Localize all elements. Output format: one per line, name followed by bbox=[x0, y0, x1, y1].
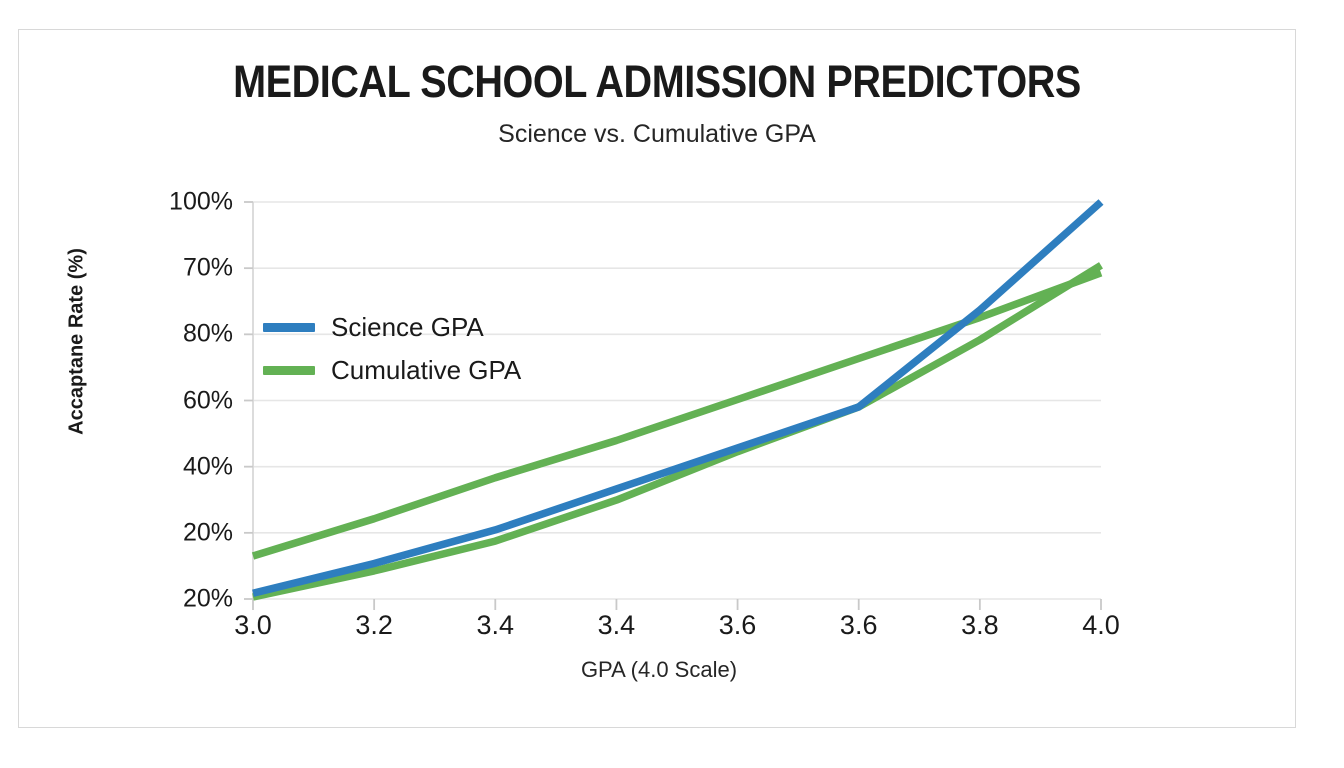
legend-item[interactable]: Cumulative GPA bbox=[263, 349, 521, 392]
x-axis-title: GPA (4.0 Scale) bbox=[580, 657, 738, 682]
y-tick-label: 100% bbox=[169, 187, 233, 216]
x-tick-label: 3.4 bbox=[597, 610, 636, 640]
x-tick-label: 3.2 bbox=[355, 610, 393, 640]
y-axis-tick-labels: 100% 70% 80% 60% 40% 20% 20% bbox=[115, 188, 233, 613]
legend-item-label: Science GPA bbox=[331, 312, 484, 342]
x-tick-label: 3.4 bbox=[476, 610, 515, 640]
x-tick-label: 4.0 bbox=[1082, 610, 1120, 640]
legend-item[interactable]: Science GPA bbox=[263, 306, 521, 349]
legend-swatch-icon bbox=[263, 366, 315, 375]
chart-subtitle: Science vs. Cumulative GPA bbox=[498, 120, 816, 148]
tick-marks bbox=[244, 201, 1102, 610]
series-lines bbox=[251, 199, 1104, 601]
x-tick-label: 3.6 bbox=[839, 610, 878, 640]
x-tick-label: 3.6 bbox=[718, 610, 757, 640]
y-tick-label: 20% bbox=[182, 584, 233, 613]
legend-swatch-icon bbox=[263, 323, 315, 332]
chart-card: MEDICAL SCHOOL ADMISSION PREDICTORS Scie… bbox=[18, 29, 1296, 728]
y-axis-title: Accaptane Rate (%) bbox=[65, 248, 88, 435]
series-line bbox=[252, 262, 1103, 601]
y-tick-label: 60% bbox=[182, 386, 233, 414]
plot-area bbox=[244, 199, 1104, 610]
chart-legend: Science GPA Cumulative GPA bbox=[263, 306, 521, 392]
line-chart-svg bbox=[244, 199, 1104, 610]
y-tick-label: 80% bbox=[182, 319, 233, 348]
legend-item-label: Cumulative GPA bbox=[331, 355, 522, 385]
x-tick-label: 3.8 bbox=[961, 610, 999, 640]
chart-title: MEDICAL SCHOOL ADMISSION PREDICTORS bbox=[233, 56, 1081, 107]
gridlines bbox=[253, 201, 1101, 600]
y-tick-label: 20% bbox=[182, 518, 233, 547]
x-axis-tick-labels: 3.0 3.2 3.4 3.4 3.6 3.6 3.8 4.0 bbox=[234, 610, 1120, 650]
y-tick-label: 70% bbox=[182, 253, 233, 282]
y-tick-label: 40% bbox=[182, 452, 233, 481]
series-line bbox=[252, 199, 1104, 597]
x-tick-label: 3.0 bbox=[234, 610, 272, 640]
